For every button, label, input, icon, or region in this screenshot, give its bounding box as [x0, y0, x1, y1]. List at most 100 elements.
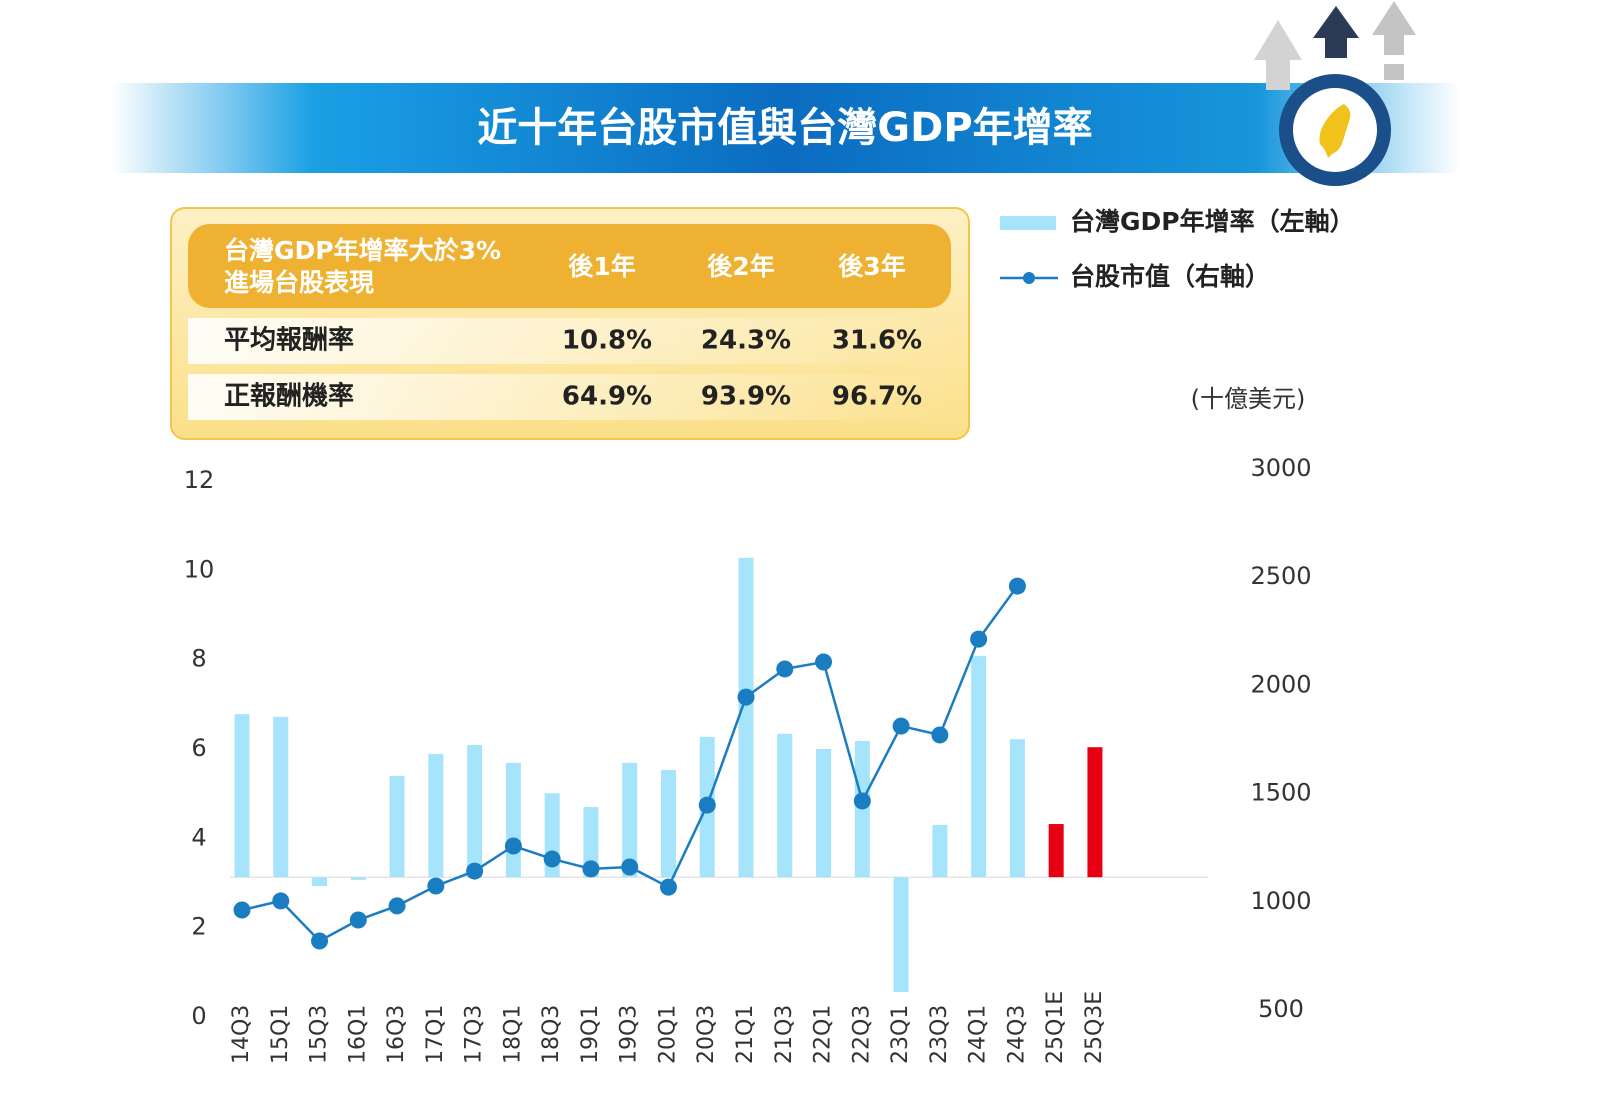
- bar: [1009, 739, 1025, 878]
- point: [543, 850, 561, 868]
- table-header: 進場台股表現: [224, 268, 374, 297]
- x-tick-label: 23Q1: [888, 1005, 913, 1064]
- bar: [273, 716, 289, 878]
- y2-tick-label: 1000: [1250, 887, 1311, 915]
- x-tick-label: 14Q3: [229, 1005, 254, 1064]
- table-cell: 64.9%: [562, 382, 652, 412]
- table-cell: 24.3%: [701, 326, 791, 356]
- table-header: 台灣GDP年增率大於3%: [224, 236, 501, 265]
- x-tick-label: 15Q1: [268, 1005, 293, 1064]
- bar: [738, 557, 754, 878]
- point: [970, 630, 988, 648]
- bar: [971, 656, 987, 878]
- x-tick-label: 19Q1: [578, 1005, 603, 1064]
- bar: [622, 762, 638, 878]
- point: [504, 837, 522, 855]
- table-cell: 93.9%: [701, 382, 791, 412]
- legend-label: 台股市值（右軸）: [1070, 262, 1270, 291]
- bar: [583, 807, 599, 878]
- bar: [234, 714, 250, 878]
- table-cell: 96.7%: [832, 382, 922, 412]
- summary-table: 台灣GDP年增率大於3% 進場台股表現 後1年 後2年 後3年 平均報酬率 10…: [170, 207, 970, 440]
- y-tick-label: 12: [184, 466, 215, 494]
- x-tick-label: 19Q3: [617, 1005, 642, 1064]
- point: [621, 858, 639, 876]
- bar: [816, 749, 832, 878]
- y2-tick-label: 1500: [1250, 779, 1311, 807]
- bar: [893, 877, 909, 992]
- legend-label: 台灣GDP年增率（左軸）: [1070, 207, 1355, 236]
- logo: [1254, 1, 1416, 186]
- x-tick-label: 16Q3: [384, 1005, 409, 1064]
- y-tick-label: 2: [191, 913, 206, 941]
- bar: [777, 733, 793, 878]
- y-tick-label: 0: [191, 1002, 206, 1030]
- point: [1008, 577, 1026, 595]
- y-tick-label: 10: [184, 555, 215, 583]
- x-tick-label: 21Q1: [733, 1005, 758, 1064]
- point: [892, 717, 910, 735]
- bar: [312, 877, 328, 887]
- point: [776, 660, 794, 678]
- point: [427, 877, 445, 895]
- bar: [505, 762, 521, 878]
- bar: [660, 769, 676, 878]
- x-tick-label: 24Q3: [1004, 1005, 1029, 1064]
- table-cell: 平均報酬率: [224, 325, 354, 356]
- x-tick-label: 16Q1: [345, 1005, 370, 1064]
- point: [853, 792, 871, 810]
- point: [272, 892, 290, 910]
- y2-tick-label: 2000: [1250, 670, 1311, 698]
- bar: [467, 744, 483, 878]
- table-header: 後1年: [568, 252, 635, 281]
- x-tick-label: 15Q3: [307, 1005, 332, 1064]
- x-tick-label: 22Q1: [811, 1005, 836, 1064]
- y-tick-label: 8: [191, 645, 206, 673]
- table-header: 後3年: [838, 252, 905, 281]
- bar: [1087, 747, 1103, 878]
- x-tick-label: 25Q3E: [1082, 991, 1107, 1064]
- x-tick-label: 20Q1: [655, 1005, 680, 1064]
- bar: [428, 753, 444, 878]
- bar: [350, 877, 366, 880]
- x-tick-label: 22Q3: [849, 1005, 874, 1064]
- point: [311, 932, 329, 950]
- x-tick-label: 23Q3: [927, 1005, 952, 1064]
- x-tick-label: 24Q1: [966, 1005, 991, 1064]
- y-tick-label: 4: [191, 823, 206, 851]
- point: [582, 860, 600, 878]
- point: [466, 862, 484, 880]
- table-cell: 正報酬機率: [224, 381, 354, 412]
- point: [349, 911, 367, 929]
- chart-title: 近十年台股市值與台灣GDP年增率: [477, 105, 1092, 151]
- point: [815, 653, 833, 671]
- x-tick-label: 18Q3: [539, 1005, 564, 1064]
- y2-tick-label: 2500: [1250, 562, 1311, 590]
- y2-tick-label: 3000: [1250, 454, 1311, 482]
- table-header: 後2年: [707, 252, 774, 281]
- point: [233, 901, 251, 919]
- point: [931, 726, 949, 744]
- x-tick-label: 25Q1E: [1043, 991, 1068, 1064]
- title-banner: [110, 83, 1460, 173]
- x-tick-label: 21Q3: [772, 1005, 797, 1064]
- x-tick-label: 18Q1: [500, 1005, 525, 1064]
- point: [698, 796, 716, 814]
- y2-unit: (十億美元): [1191, 385, 1306, 413]
- legend-swatch: [1023, 272, 1035, 284]
- bar: [1048, 824, 1064, 878]
- bar: [389, 775, 405, 878]
- y-tick-label: 6: [191, 734, 206, 762]
- bar: [932, 824, 948, 878]
- point: [737, 688, 755, 706]
- table-cell: 31.6%: [832, 326, 922, 356]
- table-cell: 10.8%: [562, 326, 652, 356]
- legend-swatch: [1000, 216, 1056, 230]
- x-tick-label: 17Q3: [462, 1005, 487, 1064]
- x-tick-label: 17Q1: [423, 1005, 448, 1064]
- point: [659, 878, 677, 896]
- point: [388, 897, 406, 915]
- y2-tick-label: 500: [1258, 995, 1304, 1023]
